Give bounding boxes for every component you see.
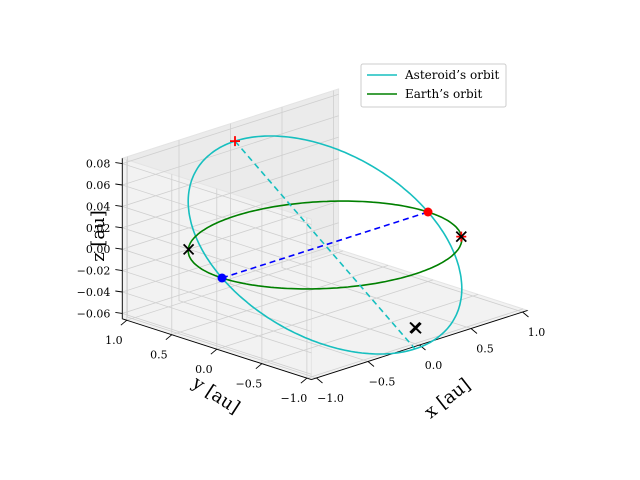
y-tick-label: −0.5 bbox=[235, 378, 262, 391]
axes-panes bbox=[120, 88, 530, 381]
axis-ticks: −1.0 −0.5 0.0 0.5 1.0 1.0 0.5 0.0 −0.5 −1.0 0.08 0.… bbox=[77, 158, 546, 406]
legend-label-earth: Earth’s orbit bbox=[405, 87, 482, 101]
grid-x bbox=[127, 156, 317, 379]
z-tick-mark bbox=[115, 162, 123, 165]
x-tick-mark bbox=[367, 361, 375, 367]
node-red bbox=[423, 207, 433, 217]
x-tick-label: −1.0 bbox=[317, 392, 344, 405]
y-tick-label: 1.0 bbox=[105, 334, 123, 347]
y-tick-label: 0.0 bbox=[195, 363, 213, 376]
z-tick-label: 0.06 bbox=[86, 179, 111, 192]
line-of-nodes bbox=[221, 211, 429, 279]
x-tick-mark bbox=[316, 377, 323, 384]
z-tick-label: −0.02 bbox=[77, 265, 111, 278]
x-tick-label: −0.5 bbox=[369, 376, 396, 389]
z-tick-mark bbox=[115, 204, 123, 207]
x-tick-mark bbox=[470, 328, 478, 334]
legend-box bbox=[360, 63, 507, 108]
x-tick-mark bbox=[419, 344, 426, 351]
y-tick-mark bbox=[120, 319, 128, 326]
z-tick-label: 0.04 bbox=[86, 200, 111, 213]
x-axis-label: x [au] bbox=[421, 374, 475, 423]
z-tick-mark bbox=[115, 290, 123, 293]
cross-asteroid-1 bbox=[182, 243, 195, 256]
z-tick-mark bbox=[115, 183, 123, 186]
y-tick-label: −1.0 bbox=[280, 392, 307, 405]
cross-earth-1 bbox=[455, 230, 467, 243]
z-tick-label: 0.08 bbox=[86, 158, 111, 171]
cross-lower-2 bbox=[410, 322, 422, 334]
apsidal-line bbox=[234, 140, 416, 350]
y-tick-mark bbox=[210, 348, 218, 355]
x-tick-label: 1.0 bbox=[528, 326, 546, 339]
y-tick-mark bbox=[255, 363, 263, 370]
x-tick-label: 0.5 bbox=[476, 343, 494, 356]
z-tick-label: 0.02 bbox=[86, 222, 111, 235]
z-tick-mark bbox=[115, 247, 123, 250]
grid-x bbox=[281, 107, 472, 329]
y-tick-mark bbox=[300, 377, 308, 384]
grid-x bbox=[333, 90, 523, 313]
plot-area bbox=[182, 135, 467, 355]
x-tick-label: 0.0 bbox=[425, 359, 443, 372]
z-tick-label: −0.06 bbox=[77, 307, 111, 320]
y-tick-mark bbox=[165, 334, 173, 341]
legend: Asteroid’s orbit Earth’s orbit bbox=[360, 63, 507, 108]
legend-label-asteroid: Asteroid’s orbit bbox=[404, 68, 499, 82]
x-tick-mark bbox=[522, 311, 529, 318]
node-blue bbox=[217, 273, 227, 283]
red-plus-top bbox=[230, 136, 240, 147]
z-tick-label: 0.00 bbox=[86, 243, 111, 256]
z-tick-mark bbox=[115, 311, 123, 314]
z-tick-mark bbox=[115, 226, 123, 229]
z-tick-label: −0.04 bbox=[77, 286, 111, 299]
z-axis-label: z [au] bbox=[88, 210, 109, 262]
z-tick-mark bbox=[115, 269, 123, 272]
grid-x bbox=[178, 140, 369, 362]
y-tick-label: 0.5 bbox=[150, 349, 168, 362]
